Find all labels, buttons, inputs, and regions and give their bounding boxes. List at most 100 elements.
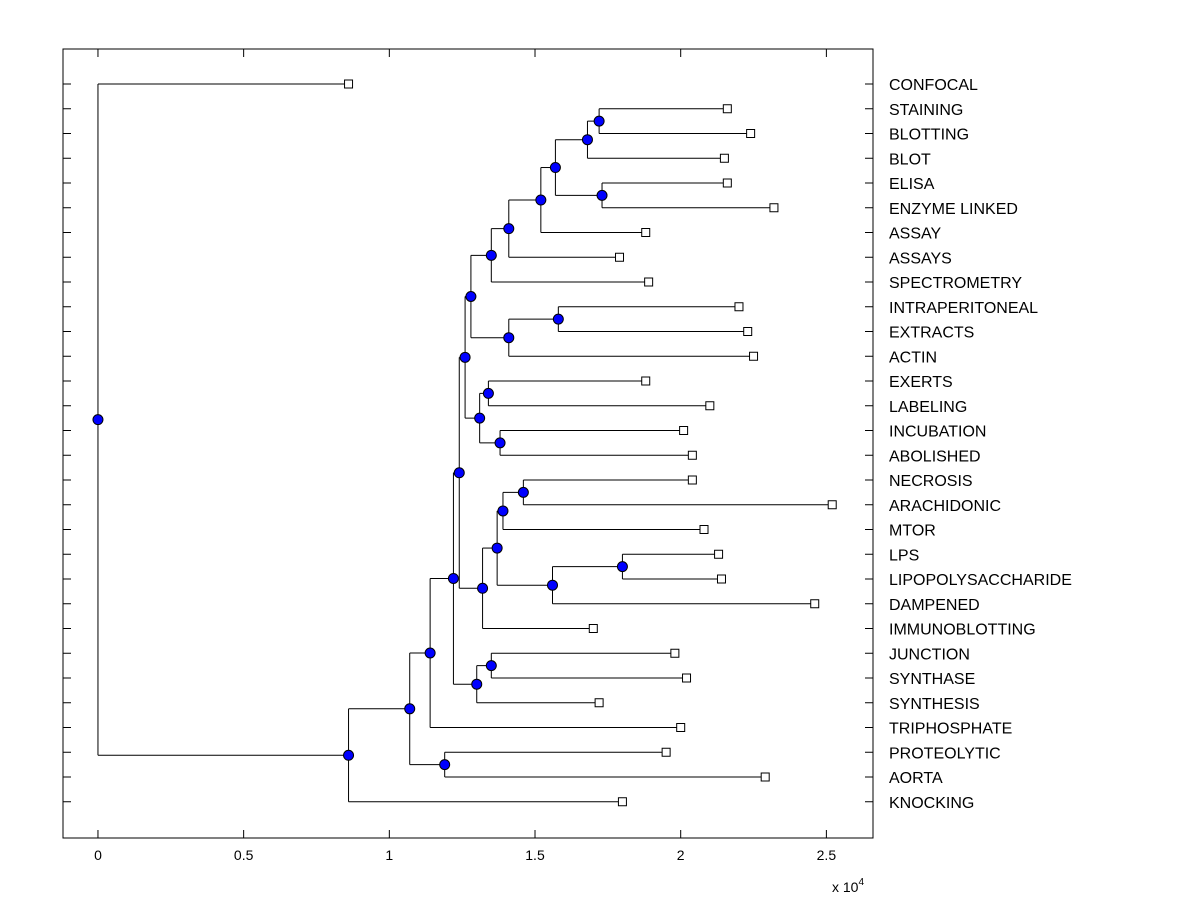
leaf-marker-synthesis <box>594 698 604 708</box>
leaf-label-lipopolysaccharide: LIPOPOLYSACCHARIDE <box>889 572 1072 589</box>
merge-node-n24 <box>447 572 459 584</box>
leaf-marker-blotting <box>746 129 756 138</box>
dendrogram-lines <box>97 83 833 803</box>
leaf-label-abolished: ABOLISHED <box>889 448 981 465</box>
merge-node-n26 <box>439 759 451 771</box>
merge-node-n28 <box>343 749 355 761</box>
leaf-marker-triphosphate <box>676 723 686 732</box>
leaf-markers <box>344 79 837 807</box>
leaf-label-intraperitoneal: INTRAPERITONEAL <box>889 300 1038 317</box>
leaf-marker-lps <box>714 549 724 559</box>
leaf-label-actin: ACTIN <box>889 349 937 366</box>
leaf-label-blotting: BLOTTING <box>889 127 969 144</box>
leaf-marker-aorta <box>760 772 770 782</box>
leaf-marker-dampened <box>810 599 820 609</box>
merge-node-n13 <box>474 412 486 424</box>
merge-node-n12 <box>494 437 506 449</box>
leaf-marker-knocking <box>617 797 627 807</box>
leaf-marker-immunoblotting <box>588 624 598 633</box>
merge-node-n4 <box>549 162 561 174</box>
x-tick-label: 2.5 <box>817 847 837 863</box>
merge-node-n22 <box>485 660 497 672</box>
leaf-label-blot: BLOT <box>889 151 931 168</box>
leaf-label-incubation: INCUBATION <box>889 424 986 441</box>
merge-node-n18 <box>546 579 558 591</box>
leaf-label-mtor: MTOR <box>889 523 936 540</box>
leaf-marker-blot <box>719 153 729 163</box>
leaf-marker-actin <box>749 351 759 361</box>
leaf-label-elisa: ELISA <box>889 176 935 193</box>
leaf-label-assays: ASSAYS <box>889 250 952 267</box>
x-scale-label: x 104 <box>832 877 864 895</box>
leaf-label-aorta: AORTA <box>889 770 943 787</box>
x-tick-label: 1.5 <box>525 847 545 863</box>
leaf-marker-confocal <box>344 79 354 89</box>
leaf-marker-synthase <box>682 673 692 683</box>
merge-node-n9 <box>503 332 515 344</box>
leaf-marker-elisa <box>722 178 732 188</box>
leaf-label-proteolytic: PROTEOLYTIC <box>889 745 1001 762</box>
leaf-marker-exerts <box>641 376 651 386</box>
leaf-label-enzyme-linked: ENZYME LINKED <box>889 201 1018 218</box>
leaf-label-staining: STAINING <box>889 102 963 119</box>
leaf-marker-extracts <box>743 327 753 336</box>
leaf-label-necrosis: NECROSIS <box>889 473 973 490</box>
leaf-label-triphosphate: TRIPHOSPHATE <box>889 721 1012 738</box>
merge-node-n10 <box>465 291 477 303</box>
x-ticks: 0 0.5 1 1.5 2 2.5 <box>94 49 836 863</box>
leaf-label-labeling: LABELING <box>889 399 967 416</box>
leaf-label-junction: JUNCTION <box>889 646 970 663</box>
leaf-label-knocking: KNOCKING <box>889 795 974 812</box>
merge-node-n8 <box>552 313 564 325</box>
x-tick-label: 2 <box>677 847 685 863</box>
leaf-label-synthase: SYNTHASE <box>889 671 975 688</box>
merge-node-n19 <box>491 542 503 554</box>
plot-frame <box>62 48 874 839</box>
merge-node-n1 <box>593 115 605 127</box>
leaf-marker-labeling <box>705 401 715 411</box>
merge-node-n14 <box>459 351 471 363</box>
leaf-marker-proteolytic <box>661 747 671 757</box>
merge-node-n3 <box>596 189 608 201</box>
merge-node-n25 <box>424 647 436 659</box>
x-tick-label: 0 <box>94 847 102 863</box>
merge-node-n16 <box>497 505 509 517</box>
leaf-marker-necrosis <box>687 475 697 485</box>
leaf-label-spectrometry: SPECTROMETRY <box>889 275 1022 292</box>
leaf-label-lps: LPS <box>889 547 919 564</box>
merge-node-n7 <box>485 249 497 261</box>
merge-node-n20 <box>477 582 489 594</box>
leaf-marker-incubation <box>679 426 689 435</box>
merge-node-n15 <box>517 486 529 498</box>
leaf-label-dampened: DAMPENED <box>889 597 980 614</box>
merge-node-n5 <box>535 194 547 206</box>
leaf-marker-abolished <box>687 450 697 460</box>
merge-node-n17 <box>616 561 628 573</box>
merge-nodes <box>92 115 628 771</box>
leaf-labels: CONFOCAL STAINING BLOTTING BLOT ELISA ENZYME … <box>889 77 1072 812</box>
merge-node-n23 <box>471 678 483 690</box>
merge-node-n21 <box>453 467 465 479</box>
leaf-marker-staining <box>722 104 732 114</box>
x-tick-label: 0.5 <box>234 847 254 863</box>
merge-node-n2 <box>581 134 593 146</box>
y-ticks <box>63 83 873 803</box>
merge-node-n29 <box>92 414 104 426</box>
leaf-marker-intraperitoneal <box>734 302 744 312</box>
leaf-marker-assays <box>615 252 625 262</box>
leaf-marker-lipopolysaccharide <box>716 574 726 584</box>
leaf-marker-junction <box>670 648 680 658</box>
merge-node-n6 <box>503 223 515 235</box>
leaf-marker-enzyme-linked <box>769 203 779 213</box>
leaf-label-synthesis: SYNTHESIS <box>889 696 980 713</box>
leaf-label-assay: ASSAY <box>889 226 942 243</box>
leaf-label-exerts: EXERTS <box>889 374 953 391</box>
leaf-marker-spectrometry <box>644 277 654 287</box>
leaf-label-confocal: CONFOCAL <box>889 77 978 94</box>
leaf-label-extracts: EXTRACTS <box>889 325 974 342</box>
leaf-label-arachidonic: ARACHIDONIC <box>889 498 1001 515</box>
x-tick-label: 1 <box>385 847 393 863</box>
merge-node-n27 <box>404 703 416 715</box>
